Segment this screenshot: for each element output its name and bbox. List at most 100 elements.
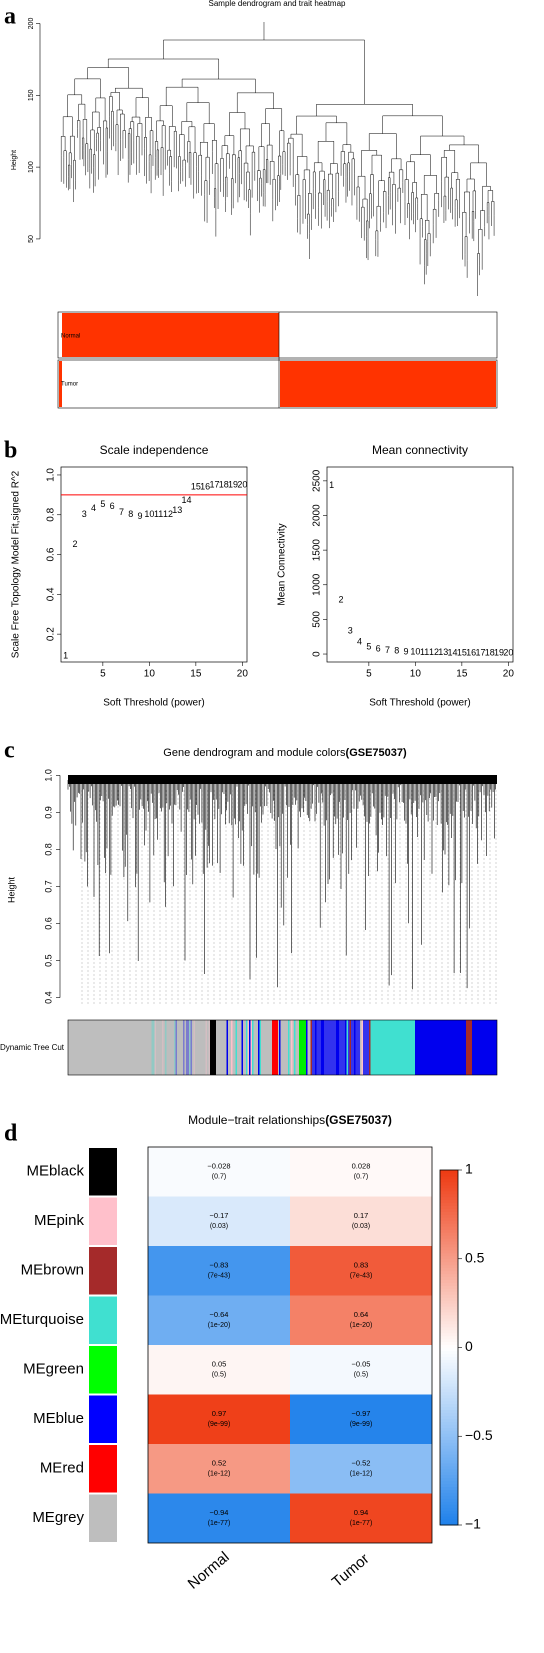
point-label: 3	[82, 509, 87, 519]
colorbar-step	[440, 1261, 458, 1266]
colorbar-step	[440, 1510, 458, 1514]
module-swatch	[89, 1346, 117, 1394]
colorbar-step	[440, 1205, 458, 1209]
module-swatch	[89, 1148, 117, 1196]
colorbar-step	[440, 1430, 458, 1434]
colorbar-step	[440, 1264, 458, 1269]
colorbar-step	[440, 1255, 458, 1260]
cell-pvalue: (0.7)	[354, 1174, 368, 1181]
cell-value: −0.94	[210, 1508, 229, 1517]
module-stripe	[339, 1020, 341, 1075]
colorbar-step	[440, 1451, 458, 1455]
module-stripe	[321, 1020, 323, 1075]
module-stripe	[198, 1020, 200, 1075]
y-tick-label: 0.9	[43, 806, 53, 819]
point-label: 4	[357, 637, 362, 647]
colorbar-step	[440, 1273, 458, 1277]
row-label: MEpink	[34, 1212, 85, 1229]
colorbar-frame	[67, 1019, 498, 1076]
colorbar-step	[440, 1433, 458, 1437]
module-stripe	[313, 1020, 315, 1075]
module-stripe	[177, 1020, 179, 1075]
colorbar-step	[440, 1202, 458, 1206]
cell-pvalue: (1e-77)	[350, 1520, 373, 1527]
module-stripe	[232, 1020, 234, 1075]
cell-value: −0.52	[352, 1459, 371, 1468]
chart-title: Module−trait relationships(GSE75037)	[188, 1113, 392, 1127]
colorbar-step	[440, 1241, 458, 1245]
point-label: 20	[503, 648, 513, 658]
colorbar-step	[440, 1314, 458, 1319]
colorbar-label: Dynamic Tree Cut	[0, 1043, 65, 1052]
colorbar-step	[440, 1427, 458, 1431]
module-stripe	[189, 1020, 191, 1075]
module-fixed	[67, 1019, 498, 1076]
point-label: 3	[348, 626, 353, 636]
colorbar-step	[440, 1353, 458, 1357]
y-tick-label: 200	[28, 18, 35, 30]
y-tick-label: 1000	[312, 573, 323, 596]
module-stripe	[256, 1020, 258, 1075]
colorbar-step	[440, 1385, 458, 1390]
point-label: 17	[475, 648, 485, 658]
module-stripe	[180, 1020, 182, 1075]
point-label: 10	[410, 647, 420, 657]
y-tick-label: 0	[312, 651, 323, 657]
y-tick-label: 0.8	[46, 507, 57, 521]
point-label: 7	[119, 507, 124, 517]
colorbar-step	[440, 1377, 458, 1381]
colorbar-tick-label: 0.5	[465, 1249, 485, 1265]
module-stripe	[216, 1020, 218, 1075]
module-stripe	[352, 1020, 354, 1075]
module-stripe	[327, 1020, 329, 1075]
panel-letter: a	[4, 4, 16, 30]
module-stripe	[282, 1020, 284, 1075]
module-stripe	[258, 1020, 260, 1075]
y-tick-label: 0.6	[46, 547, 57, 561]
module-stripe	[348, 1020, 350, 1075]
colorbar-step	[440, 1448, 458, 1452]
x-tick-label: 5	[100, 669, 106, 680]
module-stripe	[340, 1020, 342, 1075]
module-swatch	[89, 1494, 117, 1542]
colorbar-step	[440, 1306, 458, 1310]
colorbar-step	[440, 1226, 458, 1230]
module-stripe	[262, 1020, 264, 1075]
point-label: 1	[329, 480, 334, 490]
point-label: 9	[138, 511, 143, 521]
colorbar-step	[440, 1495, 458, 1499]
colorbar-step	[440, 1442, 458, 1446]
colorbar-step	[440, 1406, 458, 1411]
module-stripe	[219, 1020, 221, 1075]
colorbar-step	[440, 1519, 458, 1523]
heatmap-cell	[148, 1394, 290, 1444]
colorbar-step	[440, 1365, 458, 1369]
colorbar-step	[440, 1229, 458, 1233]
colorbar-step	[440, 1380, 458, 1384]
colorbar-tick-label: 1	[465, 1161, 473, 1177]
colorbar-step	[440, 1454, 458, 1458]
y-tick-label: 0.2	[46, 627, 57, 641]
module-stripe	[259, 1020, 261, 1075]
colorbar-step	[440, 1374, 458, 1378]
module-stripe	[295, 1020, 297, 1075]
module-black	[210, 1020, 216, 1075]
module-stripe	[237, 1020, 239, 1075]
module-stripe	[330, 1020, 332, 1075]
heatmap-cell	[148, 1246, 290, 1296]
cell-pvalue: (7e-43)	[208, 1273, 231, 1280]
module-stripe	[309, 1020, 311, 1075]
module-stripe	[261, 1020, 263, 1075]
module-stripe	[315, 1020, 317, 1075]
module-stripe	[160, 1020, 162, 1075]
module-stripe	[336, 1020, 338, 1075]
colorbar-step	[440, 1486, 458, 1490]
colorbar-step	[440, 1329, 458, 1334]
colorbar-step	[440, 1294, 458, 1298]
heatmap-cell	[290, 1147, 432, 1197]
module-stripe	[345, 1020, 347, 1075]
module-stripe	[178, 1020, 180, 1075]
module-stripe	[253, 1020, 255, 1075]
colorbar-step	[440, 1409, 458, 1414]
